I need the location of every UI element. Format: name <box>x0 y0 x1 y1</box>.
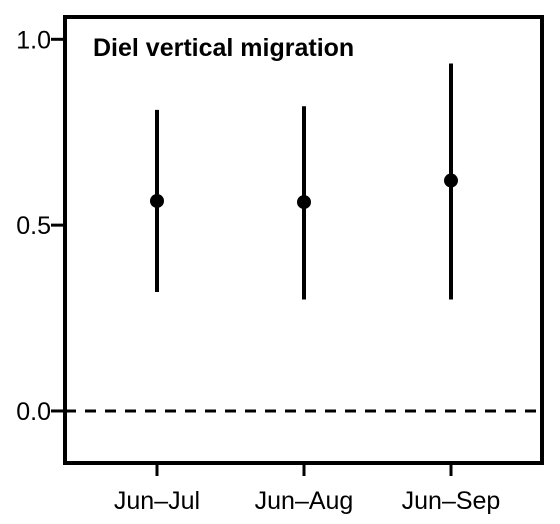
data-point <box>444 173 458 188</box>
data-point <box>297 195 311 210</box>
x-tick-label: Jun–Aug <box>255 487 354 515</box>
y-tick-label: 0.5 <box>16 212 51 240</box>
data-point <box>150 193 164 208</box>
y-axis: 0.0 0.5 1.0 <box>16 26 65 426</box>
x-axis: Jun–Jul Jun–Aug Jun–Sep <box>114 463 500 515</box>
x-tick-label: Jun–Jul <box>114 487 200 515</box>
y-tick-label: 0.0 <box>16 398 51 426</box>
x-tick-label: Jun–Sep <box>402 487 501 515</box>
y-tick-label: 1.0 <box>16 26 51 54</box>
chart-title: Diel vertical migration <box>93 34 354 62</box>
data-marks <box>150 63 458 300</box>
